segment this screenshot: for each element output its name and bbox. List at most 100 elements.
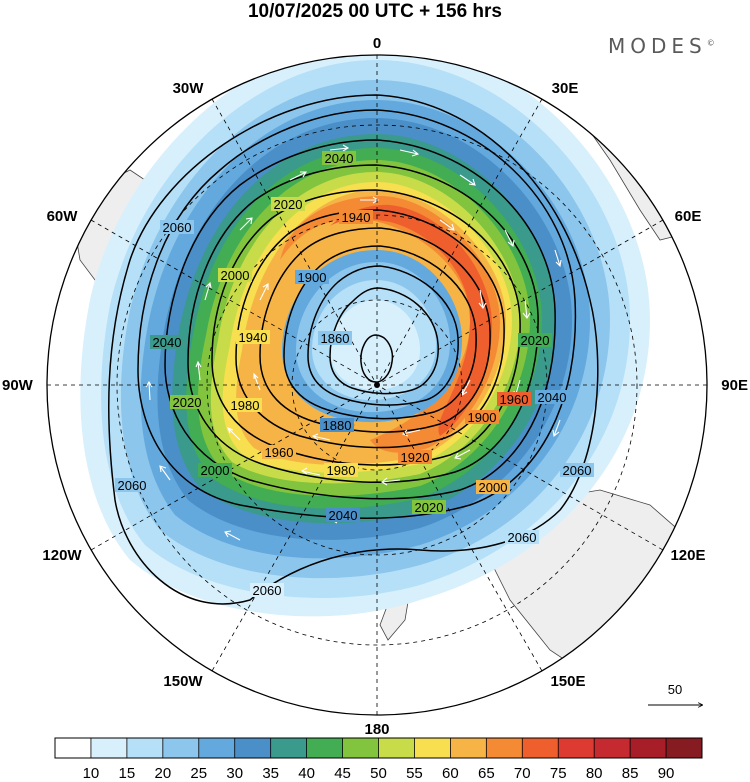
colorbar-swatch bbox=[450, 738, 487, 758]
latitude-circle bbox=[116, 124, 638, 646]
brand-name: MODES bbox=[608, 34, 707, 58]
colorbar-swatch bbox=[522, 738, 559, 758]
wind-vector bbox=[439, 219, 455, 231]
colorbar-swatch bbox=[306, 738, 343, 758]
wind-vector bbox=[159, 465, 171, 481]
wind-vector bbox=[253, 372, 261, 391]
contour-label-2040-left: 2040 bbox=[153, 335, 182, 350]
shade-core-10 bbox=[330, 300, 420, 390]
colorbar-swatch bbox=[666, 738, 703, 758]
lon-label-60e: 60E bbox=[675, 208, 702, 225]
colorbar-tick-label: 80 bbox=[586, 765, 603, 782]
lon-label-120e: 120E bbox=[670, 547, 705, 564]
contour-2020 bbox=[164, 139, 556, 500]
colorbar-swatch bbox=[378, 738, 415, 758]
colorbar-swatch bbox=[630, 738, 667, 758]
lon-label-30w: 30W bbox=[173, 80, 205, 97]
pole-marker bbox=[374, 382, 380, 388]
wind-vector bbox=[402, 429, 421, 437]
lon-label-120w: 120W bbox=[42, 547, 82, 564]
contour-1860 bbox=[360, 334, 394, 383]
lon-label-180: 180 bbox=[364, 721, 389, 738]
contour-label-2060-top: 2060 bbox=[163, 220, 192, 235]
contour-label-1980-left: 1980 bbox=[231, 398, 260, 413]
map-boundary bbox=[46, 54, 708, 716]
contour-2040 bbox=[137, 109, 577, 519]
wind-vector bbox=[311, 433, 331, 441]
contour-label-1960-right: 1960 bbox=[500, 392, 529, 407]
contour-label-1880: 1880 bbox=[323, 418, 352, 433]
wind-vector bbox=[554, 249, 562, 268]
contour-1980 bbox=[211, 189, 521, 466]
contour-label-2040-right: 2040 bbox=[538, 390, 567, 405]
colorbar-tick-label: 20 bbox=[154, 765, 171, 782]
colorbar-tick-label: 90 bbox=[658, 765, 675, 782]
colorbar-tick-label: 75 bbox=[550, 765, 567, 782]
contour-label-2060-bottom: 2060 bbox=[253, 583, 282, 598]
contour-label-2060-left: 2060 bbox=[118, 478, 147, 493]
contour-label-2020-top: 2020 bbox=[274, 197, 303, 212]
wind-vector bbox=[259, 283, 269, 301]
contour-label-1920: 1920 bbox=[401, 450, 430, 465]
lon-label-150e: 150E bbox=[550, 673, 585, 690]
colorbar-tick-label: 10 bbox=[83, 765, 100, 782]
wind-vector bbox=[459, 174, 476, 186]
colorbar-swatch bbox=[234, 738, 271, 758]
wind-vector bbox=[478, 289, 487, 309]
contour-1900 bbox=[307, 265, 459, 406]
colorbar-swatch bbox=[594, 738, 631, 758]
wind-vector bbox=[300, 467, 321, 476]
lon-label-150w: 150W bbox=[163, 673, 203, 690]
colorbar-tick-label: 30 bbox=[226, 765, 243, 782]
colorbar-swatch bbox=[55, 738, 92, 758]
colorbar-tick-label: 65 bbox=[478, 765, 495, 782]
wind-vector bbox=[289, 171, 307, 181]
contour-label-1940-left: 1940 bbox=[239, 330, 268, 345]
contour-label-1980-bottom: 1980 bbox=[327, 463, 356, 478]
wind-vector bbox=[195, 360, 202, 381]
contour-label-1960-bottom: 1960 bbox=[265, 445, 294, 460]
wind-vectors bbox=[145, 144, 562, 541]
contour-label-1900-right: 1900 bbox=[468, 410, 497, 425]
colorbar-swatch bbox=[342, 738, 379, 758]
colorbar-tick-label: 85 bbox=[622, 765, 639, 782]
colorbar-tick-label: 50 bbox=[370, 765, 387, 782]
contour-label-1860: 1860 bbox=[321, 331, 350, 346]
contour-label-2000-right: 2000 bbox=[479, 480, 508, 495]
wind-vector bbox=[399, 149, 420, 157]
wind-vector bbox=[552, 419, 561, 438]
wind-vector bbox=[227, 427, 241, 441]
colorbar-tick-label: 70 bbox=[514, 765, 531, 782]
contour-label-2000-bottom: 2000 bbox=[201, 463, 230, 478]
longitude-labels: 0 180 90W 90E 30W 60W 30E 60E 120W 150W … bbox=[2, 35, 748, 738]
contour-label-1940-top: 1940 bbox=[342, 210, 371, 225]
contour-label-2040-bottom: 2040 bbox=[329, 508, 358, 523]
brand-logo: MODES© bbox=[608, 34, 715, 58]
contour-label-2060-lowright: 2060 bbox=[508, 530, 537, 545]
lon-label-60w: 60W bbox=[47, 208, 79, 225]
contour-label-group: 2040 2020 1940 2000 1900 1940 1860 2040 … bbox=[115, 151, 594, 598]
wind-vector bbox=[329, 144, 350, 152]
wind-vector bbox=[381, 477, 401, 486]
contour-label-2020-right: 2020 bbox=[521, 333, 550, 348]
wind-vector bbox=[360, 196, 380, 204]
colorbar-tick-label: 45 bbox=[334, 765, 351, 782]
reference-vector: 50 bbox=[648, 682, 702, 705]
lon-label-90w: 90W bbox=[2, 377, 34, 394]
contour-2060-outer bbox=[108, 94, 599, 605]
colorbar-tick-label: 35 bbox=[262, 765, 279, 782]
colorbar-tick-label: 15 bbox=[119, 765, 136, 782]
colorbar-swatch bbox=[126, 738, 164, 758]
colorbar-swatch bbox=[162, 738, 200, 758]
colorbar-swatch bbox=[486, 738, 523, 758]
wind-vector bbox=[522, 299, 531, 319]
contour-2000 bbox=[187, 164, 539, 484]
colorbar-tick-label: 60 bbox=[442, 765, 459, 782]
map-layers bbox=[69, 55, 707, 691]
lon-label-90e: 90E bbox=[721, 377, 748, 394]
contour-label-1900: 1900 bbox=[298, 270, 327, 285]
contour-label-2020-bottom: 2020 bbox=[415, 500, 444, 515]
colorbar-tick-label: 25 bbox=[190, 765, 207, 782]
contour-1960 bbox=[235, 209, 505, 449]
